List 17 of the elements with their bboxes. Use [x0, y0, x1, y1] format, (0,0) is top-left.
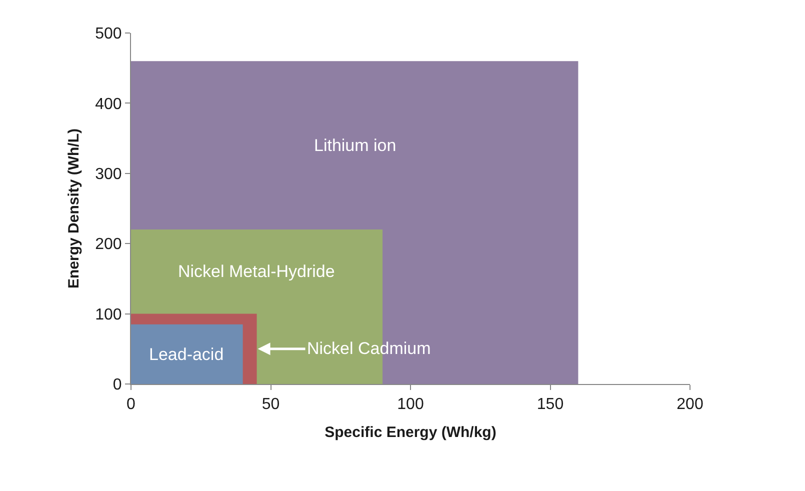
- y-tick-label: 500: [95, 26, 122, 43]
- y-tick-label: 100: [95, 306, 122, 324]
- x-axis-title: Specific Energy (Wh/kg): [324, 424, 496, 442]
- text: Nickel Cadmium: [307, 339, 431, 358]
- x-tick-label: 150: [536, 396, 564, 414]
- y-tick-label: 300: [95, 166, 122, 183]
- series-label: Lithium ion: [314, 136, 396, 155]
- y-axis-title: Energy Density (Wh/L): [65, 128, 82, 289]
- x-tick-label: 100: [397, 396, 424, 414]
- y-tick-label: 0: [112, 376, 122, 394]
- series-label: Lead-acid: [149, 345, 224, 364]
- x-tick-label: 50: [262, 396, 280, 414]
- y-tick-label: 200: [95, 236, 122, 254]
- y-tick-label: 400: [95, 96, 122, 113]
- x-tick-label: 0: [126, 396, 136, 414]
- series-label: Nickel Metal-Hydride: [178, 262, 335, 281]
- x-tick-label: 200: [676, 396, 704, 414]
